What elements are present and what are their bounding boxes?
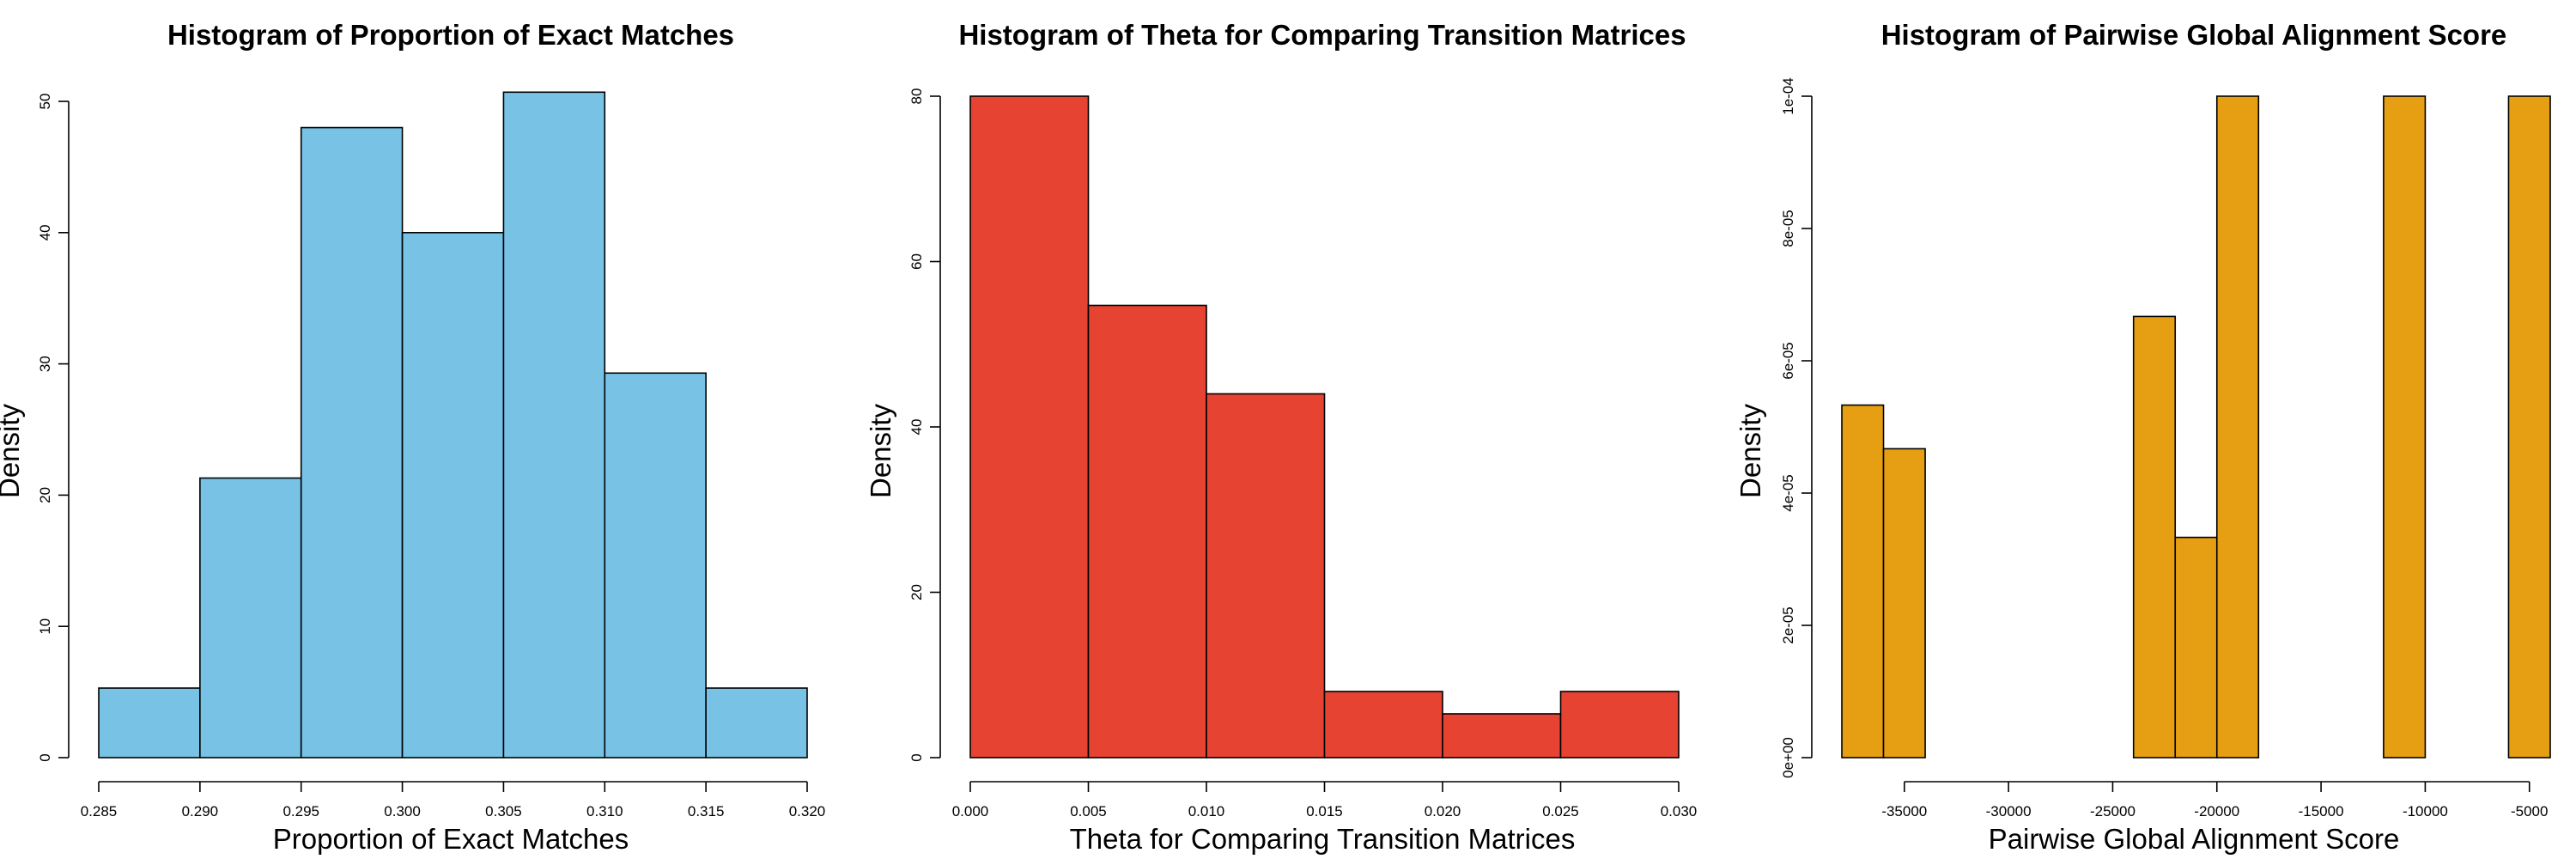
histogram-bar: [1206, 393, 1326, 758]
y-tick-label: 20: [908, 584, 925, 600]
histogram-bar: [1841, 404, 1885, 758]
x-tick-label: 0.285: [81, 803, 118, 819]
y-tick-label: 4e-05: [1780, 474, 1796, 511]
y-axis-label: Density: [1735, 403, 1766, 498]
x-tick-label: 0.310: [586, 803, 623, 819]
x-tick-label: 0.020: [1425, 803, 1461, 819]
histogram-bar: [199, 477, 302, 758]
bars: [969, 95, 1680, 758]
x-tick-label: 0.030: [1661, 803, 1698, 819]
axes: -35000 -30000 -25000 -20000 -15000 -10000 -500…: [1780, 77, 2548, 819]
y-tick-label: 80: [908, 88, 925, 105]
x-tick-label: 0.005: [1070, 803, 1107, 819]
y-tick-label: 8e-05: [1780, 210, 1796, 247]
y-axis-label: Density: [865, 403, 896, 498]
x-tick-label: 0.305: [485, 803, 522, 819]
x-axis-label: Theta for Comparing Transition Matrices: [1070, 823, 1576, 855]
y-tick-label: 60: [908, 253, 925, 270]
x-tick-label: -5000: [2511, 803, 2548, 819]
histogram-bar: [969, 95, 1090, 758]
histogram-bar: [1323, 691, 1443, 758]
panel-theta: Histogram of Theta for Comparing Transit…: [865, 19, 1697, 855]
y-tick-label: 20: [37, 487, 53, 503]
x-tick-label: -30000: [1986, 803, 2032, 819]
y-tick-label: 0: [37, 753, 53, 761]
histogram-bar: [401, 231, 505, 758]
histogram-bar: [2507, 95, 2551, 758]
x-tick-label: -20000: [2194, 803, 2239, 819]
x-tick-label: 0.300: [384, 803, 421, 819]
histogram-bar: [98, 687, 201, 758]
histogram-bar: [1087, 304, 1207, 758]
x-tick-label: -35000: [1881, 803, 1927, 819]
x-tick-label: 0.290: [182, 803, 219, 819]
y-tick-label: 10: [37, 618, 53, 635]
histogram-bar: [2383, 95, 2427, 758]
histogram-bar: [502, 91, 606, 758]
panel-alignment-score: Histogram of Pairwise Global Alignment S…: [1735, 19, 2551, 855]
y-tick-label: 6e-05: [1780, 342, 1796, 379]
histogram-bar: [1882, 448, 1926, 758]
y-tick-label: 1e-04: [1780, 77, 1796, 114]
histogram-bar: [2132, 315, 2177, 758]
chart-title: Histogram of Proportion of Exact Matches: [167, 19, 734, 51]
x-tick-label: 0.015: [1306, 803, 1343, 819]
histogram-bar: [1559, 691, 1680, 758]
x-tick-label: 0.000: [952, 803, 989, 819]
chart-title: Histogram of Pairwise Global Alignment S…: [1881, 19, 2507, 51]
x-axis-label: Proportion of Exact Matches: [273, 823, 629, 855]
histogram-bar: [2215, 95, 2260, 758]
y-axis-label: Density: [0, 403, 25, 498]
histogram-bar: [300, 126, 404, 758]
x-axis-label: Pairwise Global Alignment Score: [1989, 823, 2400, 855]
histogram-bar: [705, 687, 808, 758]
chart-title: Histogram of Theta for Comparing Transit…: [958, 19, 1686, 51]
y-tick-label: 0e+00: [1780, 737, 1796, 778]
x-tick-label: -10000: [2403, 803, 2448, 819]
histogram-bar: [604, 372, 707, 758]
y-tick-label: 2e-05: [1780, 606, 1796, 643]
x-tick-label: -25000: [2090, 803, 2136, 819]
y-tick-label: 30: [37, 356, 53, 372]
y-tick-label: 50: [37, 94, 53, 110]
x-tick-label: 0.295: [283, 803, 319, 819]
histogram-bar: [2174, 536, 2218, 758]
x-tick-label: 0.010: [1188, 803, 1225, 819]
x-tick-label: -15000: [2299, 803, 2344, 819]
panel-exact-matches: Histogram of Proportion of Exact Matches…: [0, 19, 825, 855]
histogram-bar: [1442, 713, 1562, 758]
x-tick-label: 0.315: [688, 803, 725, 819]
axes: 0.285 0.290 0.295 0.300 0.305 0.310 0.315 0.320…: [37, 94, 825, 819]
y-tick-label: 40: [908, 419, 925, 436]
y-tick-label: 40: [37, 224, 53, 241]
y-tick-label: 0: [908, 753, 925, 761]
bars: [1841, 95, 2551, 758]
x-tick-label: 0.320: [789, 803, 826, 819]
axes: 0.000 0.005 0.010 0.015 0.020 0.025 0.030 0 20 40…: [908, 88, 1697, 819]
x-tick-label: 0.025: [1542, 803, 1579, 819]
bars: [98, 91, 808, 758]
